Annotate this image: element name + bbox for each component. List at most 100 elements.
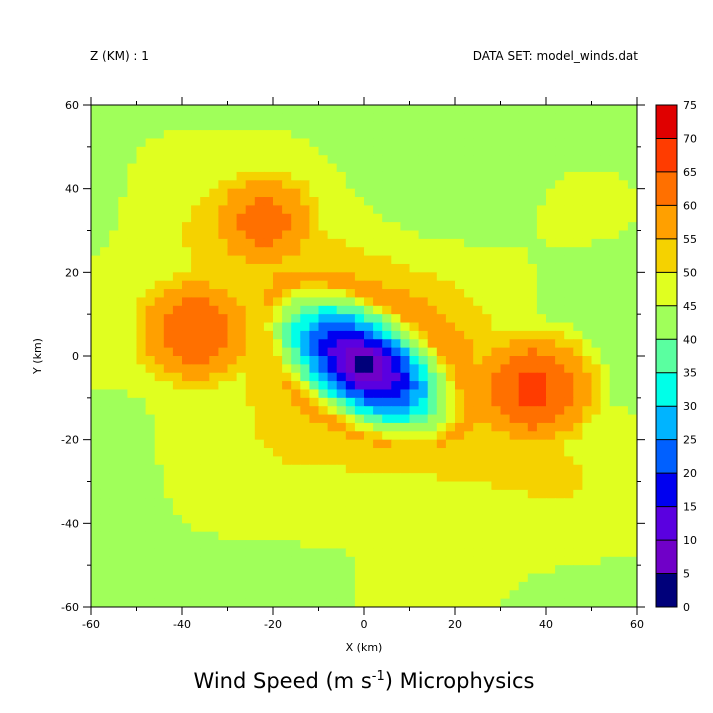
contour-cell (172, 105, 183, 114)
contour-cell (273, 397, 283, 407)
contour-cell (309, 105, 320, 114)
contour-cell (191, 322, 201, 332)
contour-cell (509, 314, 520, 324)
contour-cell (518, 130, 529, 140)
contour-cell (491, 138, 502, 148)
contour-cell (191, 448, 201, 457)
contour-cell (291, 230, 301, 240)
contour-cell (109, 289, 119, 299)
contour-cell (127, 523, 138, 533)
contour-cell (409, 280, 420, 290)
contour-cell (309, 565, 320, 575)
contour-cell (627, 272, 637, 282)
contour-cell (564, 481, 574, 491)
contour-cell (427, 422, 438, 432)
contour-cell (300, 121, 310, 131)
contour-cell (427, 397, 438, 407)
contour-cell (136, 548, 147, 558)
contour-cell (100, 205, 110, 215)
contour-cell (273, 598, 283, 607)
contour-cell (354, 105, 365, 114)
contour-cell (291, 339, 301, 349)
contour-cell (245, 330, 256, 340)
contour-cell (573, 590, 583, 600)
contour-cell (136, 498, 147, 508)
contour-cell (627, 422, 637, 432)
contour-cell (536, 523, 547, 533)
contour-cell (109, 330, 119, 340)
contour-cell (209, 247, 219, 257)
contour-cell (391, 213, 401, 223)
contour-cell (555, 121, 565, 131)
contour-cell (600, 121, 611, 131)
contour-cell (546, 280, 556, 290)
contour-cell (327, 448, 338, 457)
contour-cell (336, 565, 347, 575)
contour-cell (546, 565, 556, 575)
contour-cell (345, 213, 356, 223)
contour-cell (546, 481, 556, 491)
contour-cell (464, 406, 474, 416)
contour-cell (527, 356, 538, 365)
contour-cell (145, 506, 156, 516)
contour-cell (418, 247, 429, 257)
contour-cell (400, 247, 411, 257)
contour-cell (245, 347, 256, 357)
contour-cell (300, 556, 310, 566)
contour-cell (327, 381, 338, 391)
contour-cell (546, 598, 556, 607)
contour-cell (564, 171, 574, 181)
contour-cell (282, 506, 292, 516)
contour-cell (445, 322, 456, 332)
contour-cell (318, 213, 329, 223)
contour-cell (182, 322, 192, 332)
contour-cell (227, 397, 238, 407)
contour-cell (546, 230, 556, 240)
contour-cell (218, 305, 229, 315)
contour-cell (127, 456, 138, 466)
contour-cell (482, 498, 492, 508)
contour-cell (364, 121, 374, 131)
contour-cell (245, 297, 256, 307)
contour-cell (364, 356, 374, 365)
contour-cell (336, 171, 347, 181)
contour-cell (491, 230, 502, 240)
contour-cell (573, 372, 583, 382)
contour-cell (200, 146, 210, 156)
contour-cell (536, 146, 547, 156)
contour-field (91, 105, 637, 607)
contour-cell (418, 289, 429, 299)
contour-cell (482, 565, 492, 575)
contour-cell (527, 464, 538, 474)
contour-cell (500, 456, 511, 466)
contour-cell (118, 263, 128, 273)
contour-cell (218, 464, 229, 474)
contour-cell (154, 548, 165, 558)
contour-cell (245, 397, 256, 407)
contour-cell (163, 406, 174, 416)
contour-cell (263, 339, 274, 349)
contour-cell (391, 540, 401, 550)
x-tick-label: 20 (448, 618, 462, 631)
contour-cell (546, 263, 556, 273)
contour-cell (300, 247, 310, 257)
contour-cell (136, 314, 147, 324)
contour-cell (282, 113, 292, 123)
contour-cell (354, 238, 365, 248)
contour-cell (509, 289, 520, 299)
contour-cell (100, 406, 110, 416)
contour-cell (263, 297, 274, 307)
contour-cell (136, 222, 147, 232)
contour-cell (564, 456, 574, 466)
contour-cell (527, 213, 538, 223)
contour-cell (509, 406, 520, 416)
contour-cell (418, 531, 429, 541)
contour-cell (191, 414, 201, 424)
contour-cell (236, 431, 247, 441)
contour-cell (382, 548, 392, 558)
y-tick-label: 60 (65, 99, 79, 112)
contour-cell (163, 514, 174, 524)
contour-cell (436, 448, 447, 457)
contour-cell (145, 531, 156, 541)
contour-cell (400, 113, 411, 123)
